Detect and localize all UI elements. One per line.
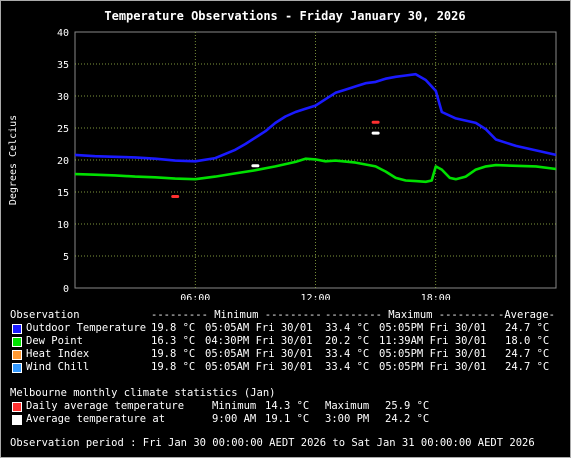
y-tick-label: 25: [57, 124, 69, 135]
legend-swatch: [12, 350, 22, 360]
table-header-minimum: --------- Minimum ---------: [151, 309, 322, 321]
row-min-time: 05:05AM Fri 30/01: [205, 348, 313, 360]
row-average: 18.0 °C: [505, 335, 550, 347]
climate-max-label: 3:00 PM: [325, 413, 370, 425]
climate-row-name: Average temperature at: [26, 413, 166, 425]
table-header-average: -Average-: [498, 309, 555, 321]
legend-swatch: [12, 337, 22, 347]
climate-swatch: [12, 402, 22, 412]
climate-min-label: 9:00 AM: [212, 413, 257, 425]
row-min-value: 19.8 °C: [151, 361, 196, 373]
table-header-observation: Observation: [10, 309, 80, 321]
y-tick-label: 35: [57, 60, 69, 71]
row-name: Wind Chill: [26, 361, 90, 373]
y-tick-label: 30: [57, 92, 69, 103]
marker-average-temperature-maximum: [371, 131, 380, 135]
climate-max-value: 24.2 °C: [385, 413, 430, 425]
y-tick-label: 0: [63, 284, 69, 295]
x-tick-label: 18:00: [421, 293, 451, 300]
row-max-value: 33.4 °C: [325, 322, 370, 334]
x-tick-label: 06:00: [180, 293, 210, 300]
row-name: Outdoor Temperature: [26, 322, 147, 334]
legend-swatch: [12, 324, 22, 334]
row-name: Dew Point: [26, 335, 83, 347]
climate-max-value: 25.9 °C: [385, 400, 430, 412]
row-max-time: 05:05PM Fri 30/01: [379, 322, 487, 334]
marker-daily-average-temperature-maximum: [371, 120, 380, 124]
row-max-value: 33.4 °C: [325, 348, 370, 360]
climate-max-label: Maximum: [325, 400, 370, 412]
climate-title: Melbourne monthly climate statistics (Ja…: [10, 387, 276, 399]
row-max-value: 33.4 °C: [325, 361, 370, 373]
y-tick-label: 20: [57, 156, 69, 167]
marker-average-temperature-minimum: [251, 164, 260, 168]
x-tick-label: 12:00: [300, 293, 330, 300]
row-name: Heat Index: [26, 348, 90, 360]
row-min-time: 05:05AM Fri 30/01: [205, 322, 313, 334]
climate-swatch: [12, 415, 22, 425]
row-average: 24.7 °C: [505, 322, 550, 334]
row-average: 24.7 °C: [505, 348, 550, 360]
row-min-value: 19.8 °C: [151, 322, 196, 334]
y-tick-label: 10: [57, 220, 69, 231]
series-line-dew-point: [74, 157, 557, 184]
climate-row-name: Daily average temperature: [26, 400, 185, 412]
y-tick-label: 15: [57, 188, 69, 199]
row-min-value: 16.3 °C: [151, 335, 196, 347]
observation-period: Observation period : Fri Jan 30 00:00:00…: [10, 437, 535, 449]
climate-min-label: Minimum: [212, 400, 257, 412]
chart-title: Temperature Observations - Friday Januar…: [104, 9, 465, 23]
row-max-time: 05:05PM Fri 30/01: [379, 348, 487, 360]
climate-min-value: 19.1 °C: [265, 413, 310, 425]
row-average: 24.7 °C: [505, 361, 550, 373]
climate-min-value: 14.3 °C: [265, 400, 310, 412]
table-header-maximum: --------- Maximum ---------: [325, 309, 496, 321]
legend-swatch: [12, 363, 22, 373]
row-max-time: 11:39AM Fri 30/01: [379, 335, 487, 347]
marker-daily-average-temperature-minimum: [171, 194, 180, 198]
y-tick-label: 5: [63, 252, 69, 263]
row-min-time: 05:05AM Fri 30/01: [205, 361, 313, 373]
row-max-time: 05:05PM Fri 30/01: [379, 361, 487, 373]
row-max-value: 20.2 °C: [325, 335, 370, 347]
series-group: [74, 72, 557, 184]
y-tick-label: 40: [57, 28, 69, 39]
y-axis-label: Degrees Celcius: [8, 115, 19, 205]
series-line-outdoor-temperature: [74, 72, 557, 163]
row-min-time: 04:30PM Fri 30/01: [205, 335, 313, 347]
row-min-value: 19.8 °C: [151, 348, 196, 360]
temperature-chart: Temperature Observations - Friday Januar…: [8, 9, 557, 300]
climate-markers: [171, 120, 380, 198]
axis-ticks: 0 5 10 15 20 25 30 35 40 06:00 12:00 18:00: [57, 28, 451, 300]
